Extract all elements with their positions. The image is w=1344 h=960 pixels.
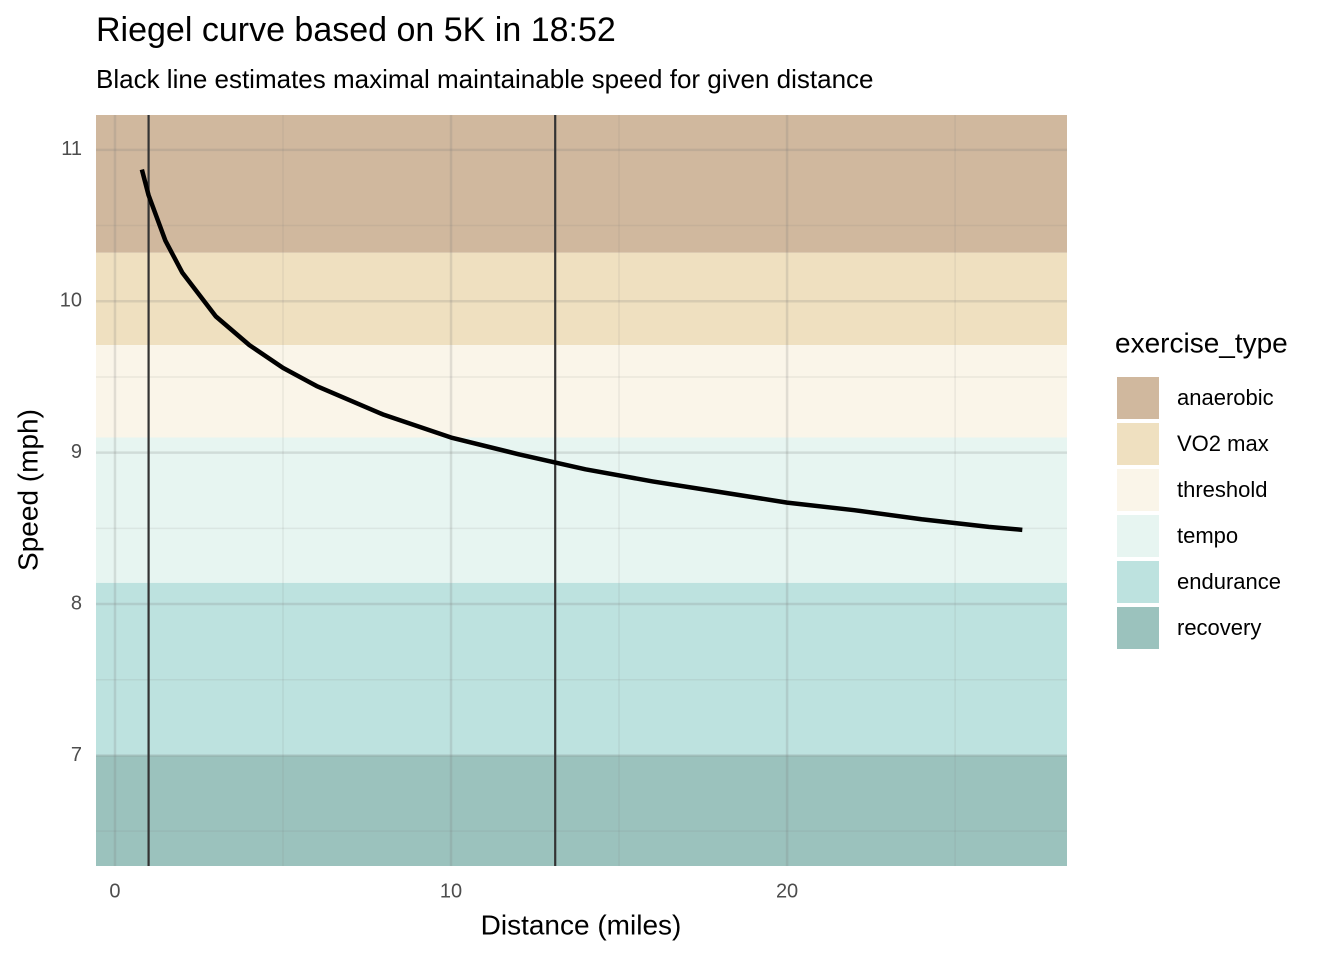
legend-key (1117, 607, 1159, 649)
zone-band (96, 115, 1067, 253)
legend-key (1117, 515, 1159, 557)
legend-key (1117, 469, 1159, 511)
legend-label: tempo (1177, 523, 1238, 548)
legend-label: anaerobic (1177, 385, 1274, 410)
y-tick-label: 8 (71, 592, 82, 614)
x-tick-label: 10 (440, 880, 462, 902)
legend-key (1117, 377, 1159, 419)
chart-title: Riegel curve based on 5K in 18:52 (96, 11, 616, 49)
riegel-curve (139, 168, 1023, 533)
legend-title: exercise_type (1115, 327, 1288, 358)
legend-key (1117, 423, 1159, 465)
chart-subtitle: Black line estimates maximal maintainabl… (96, 64, 874, 94)
zone-band (96, 252, 1067, 346)
zone-band (96, 582, 1067, 756)
y-tick-label: 10 (60, 290, 82, 312)
zone-band (96, 755, 1067, 866)
legend-key (1117, 561, 1159, 603)
x-tick-label: 20 (776, 880, 798, 902)
legend-label: threshold (1177, 477, 1268, 502)
x-axis-label: Distance (miles) (481, 909, 682, 940)
y-tick-label: 7 (71, 744, 82, 766)
x-tick-label: 0 (109, 880, 120, 902)
zone-band (96, 437, 1067, 583)
legend-label: VO2 max (1177, 431, 1269, 456)
y-tick-label: 9 (71, 441, 82, 463)
legend-label: recovery (1177, 615, 1261, 640)
zone-band (96, 345, 1067, 438)
legend-label: endurance (1177, 569, 1281, 594)
y-axis-label: Speed (mph) (12, 409, 43, 571)
y-tick-label: 11 (61, 138, 82, 160)
